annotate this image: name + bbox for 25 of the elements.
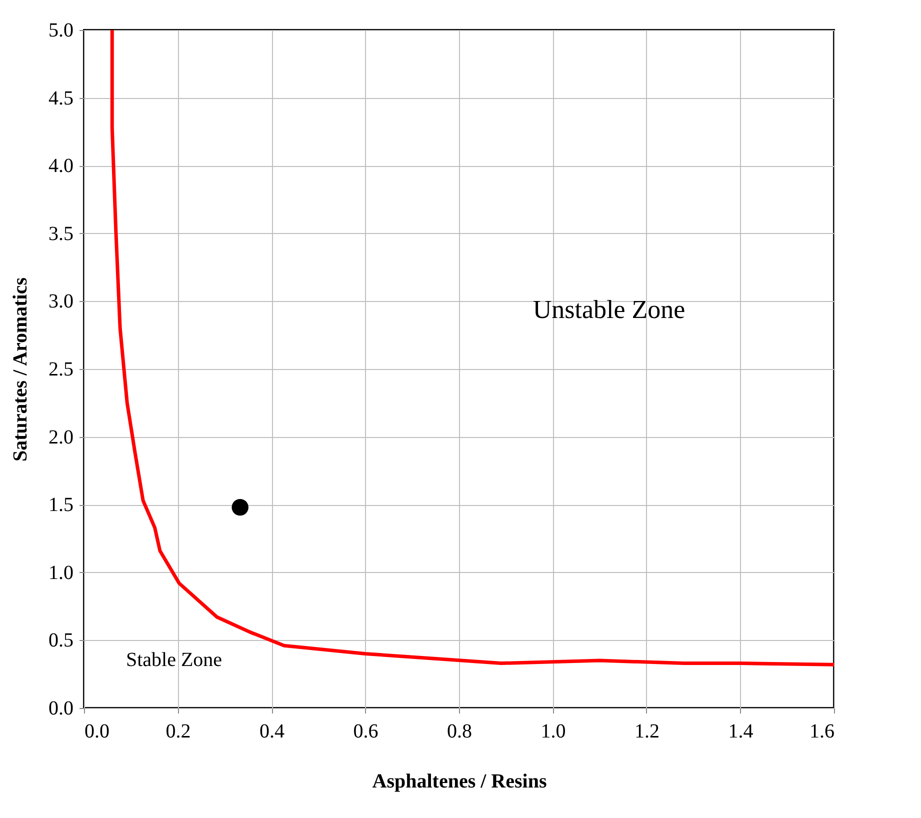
- x-tick-label: 0.8: [447, 720, 472, 742]
- x-tick-label: 0.4: [260, 720, 284, 742]
- y-tick-label: 5.0: [48, 20, 74, 42]
- x-tick-label: 1.4: [728, 720, 754, 742]
- y-tick-label: 0.5: [48, 630, 74, 652]
- x-tick-label: 0.2: [166, 720, 191, 742]
- x-tick-label: 0.0: [84, 720, 110, 742]
- annotation: Stable Zone: [126, 649, 222, 671]
- y-axis-title: Saturates / Aromatics: [10, 277, 32, 462]
- x-tick-label: 1.6: [810, 720, 834, 742]
- y-tick-label: 1.0: [48, 562, 74, 584]
- x-tick-label: 0.6: [353, 720, 378, 742]
- y-tick-label: 0.0: [48, 698, 74, 720]
- x-tick-label: 1.0: [540, 720, 566, 742]
- y-tick-label: 3.0: [48, 290, 74, 313]
- y-tick-label: 4.5: [48, 87, 74, 110]
- y-tick-label: 1.5: [48, 494, 74, 516]
- y-tick-label: 4.0: [48, 155, 74, 178]
- x-tick-label: 1.2: [634, 720, 660, 742]
- y-tick-label: 3.5: [48, 222, 74, 245]
- line-series: [110, 28, 836, 666]
- x-axis-title: Asphaltenes / Resins: [372, 770, 547, 792]
- annotation: Unstable Zone: [532, 295, 686, 324]
- y-tick-label: 2.0: [48, 426, 74, 448]
- y-tick-label: 2.5: [48, 358, 74, 380]
